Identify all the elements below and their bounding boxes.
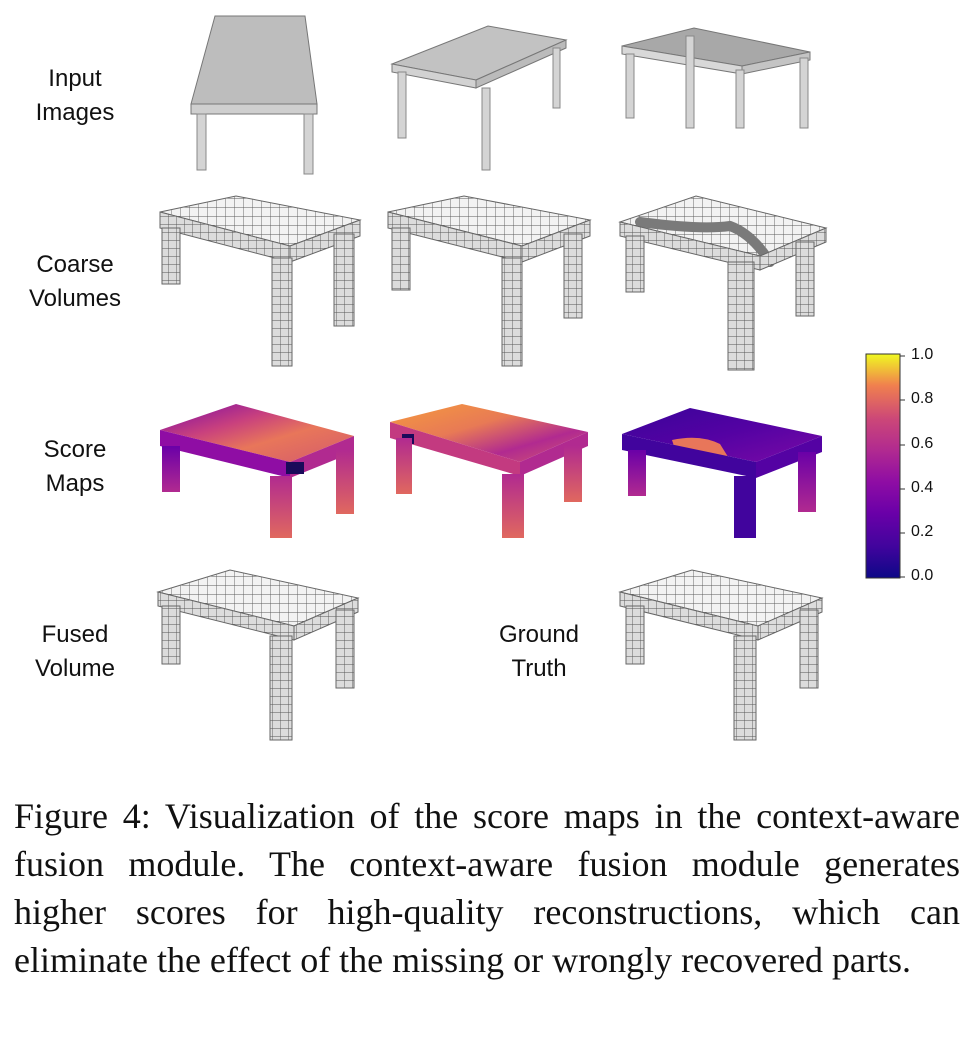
figure-illustrations (156, 15, 905, 741)
label-ground-truth: Ground Truth (464, 618, 614, 686)
fused-volume (156, 569, 360, 741)
row-label-fused-volume: Fused Volume (0, 618, 150, 686)
label-line: Ground (498, 621, 580, 648)
coarse-volume-2 (387, 195, 592, 367)
label-line: Fused (41, 621, 109, 648)
row-label-coarse-volumes: Coarse Volumes (0, 248, 150, 316)
colorbar-tick-label: 0.0 (911, 567, 934, 584)
row-label-score-maps: Score Maps (0, 433, 150, 501)
score-map-3 (622, 408, 822, 538)
label-line: Score (43, 436, 107, 463)
ground-truth-volume (618, 569, 824, 741)
coarse-volume-1 (159, 195, 362, 367)
score-map-2 (390, 404, 588, 538)
row-label-input-images: Input Images (0, 62, 150, 130)
colorbar-tick-label: 1.0 (911, 346, 934, 363)
label-line: Volumes (28, 285, 122, 312)
label-line: Images (35, 99, 115, 126)
figure-caption: Figure 4: Visualization of the score map… (14, 796, 960, 980)
label-line: Maps (45, 470, 105, 497)
input-image-3 (621, 27, 811, 129)
label-line: Input (48, 65, 102, 92)
colorbar-tick-label: 0.6 (911, 435, 934, 452)
label-line: Volume (34, 655, 116, 682)
input-image-1 (190, 15, 318, 175)
colorbar-tick-label: 0.8 (911, 390, 934, 407)
colorbar-tick-label: 0.4 (911, 479, 934, 496)
coarse-volume-3 (618, 195, 828, 371)
score-map-1 (160, 404, 354, 538)
colorbar (865, 353, 905, 579)
label-line: Truth (511, 655, 567, 682)
colorbar-tick-label: 0.2 (911, 523, 934, 540)
label-line: Coarse (36, 251, 114, 278)
input-image-2 (390, 25, 568, 171)
